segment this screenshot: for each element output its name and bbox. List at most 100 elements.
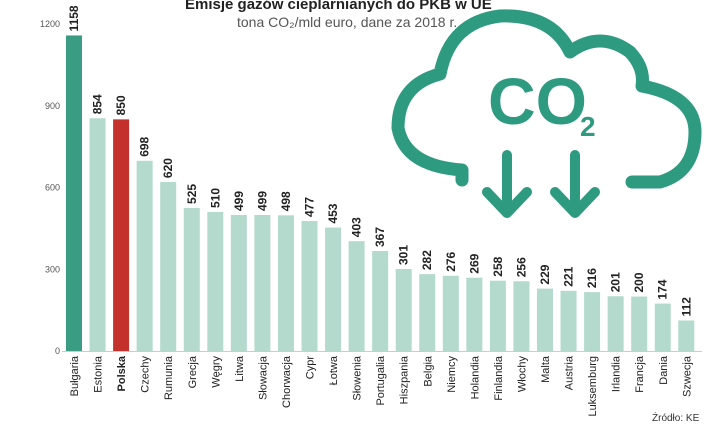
x-tick-label: Finlandia (493, 355, 505, 401)
bar-luksemburg (584, 292, 601, 351)
co2-label: CO (488, 64, 587, 138)
value-label: 453 (326, 203, 340, 223)
chart-subtitle: tona CO₂/mld euro, dane za 2018 r. (237, 14, 458, 30)
value-label: 174 (656, 279, 670, 299)
x-tick-label: Łotwa (328, 355, 340, 385)
bar-malta (537, 288, 553, 351)
x-tick-label: Holandia (469, 355, 481, 399)
chart-title: Emisje gazów cieplarnianych do PKB w UE (185, 0, 492, 13)
x-tick-label: Rumunia (163, 355, 175, 400)
value-label: 256 (514, 257, 528, 277)
co2-subscript: 2 (580, 111, 596, 142)
bar-belgia (419, 274, 436, 351)
x-tick-label: Hiszpania (399, 355, 411, 404)
x-tick-label: Słowacja (257, 355, 269, 400)
value-label: 499 (255, 191, 269, 211)
value-label: 201 (609, 272, 623, 292)
bar-słowenia (348, 241, 365, 351)
value-label: 477 (303, 197, 317, 217)
value-label: 403 (350, 217, 364, 237)
x-tick-label: Słowenia (352, 355, 364, 401)
bar-węgry (207, 212, 224, 351)
co2-cloud-icon: CO 2 (391, 9, 702, 218)
x-tick-label: Cypr (305, 356, 317, 380)
x-tick-label: Dania (658, 355, 670, 385)
source-note: Źródło: KE (652, 413, 700, 424)
value-label: 221 (562, 266, 576, 286)
value-label: 620 (161, 158, 175, 178)
value-label: 229 (538, 264, 552, 284)
x-tick-label: Bułgaria (69, 355, 81, 396)
x-tick-labels: Bułgaria Estonia Polska Czechy Rumunia Grecja… (69, 355, 693, 416)
x-tick-label: Luksemburg (587, 356, 599, 417)
value-label: 258 (491, 256, 505, 276)
cloud-outline (391, 9, 702, 189)
x-tick-label: Estonia (93, 355, 105, 393)
bar-grecja (183, 207, 200, 351)
value-label: 282 (420, 250, 434, 270)
x-tick-label: Włochy (516, 356, 528, 393)
bar-łotwa (325, 227, 342, 351)
bar-niemcy (442, 275, 459, 351)
y-axis: 0 300 600 900 1200 (40, 19, 702, 356)
value-labels: 1158 854 850 698 620 525 510 499 499 498 477 453 403… (67, 5, 693, 316)
x-tick-label: Litwa (234, 355, 246, 382)
bar-irlandia (607, 296, 624, 351)
value-label: 269 (467, 253, 481, 273)
bars (66, 35, 695, 351)
bar-rumunia (160, 182, 177, 351)
y-tick-label: 600 (45, 183, 60, 193)
y-tick-label: 0 (55, 346, 60, 356)
value-label: 276 (444, 251, 458, 271)
value-label: 1158 (67, 5, 81, 31)
x-tick-label: Chorwacja (281, 355, 293, 408)
value-label: 854 (91, 94, 105, 114)
bar-francja (631, 296, 648, 351)
down-arrow-icon (550, 150, 600, 218)
bar-bułgaria (66, 35, 82, 351)
bar-holandia (466, 277, 483, 351)
value-label: 499 (232, 191, 246, 211)
x-tick-label: Francja (634, 355, 646, 393)
value-label: 850 (114, 95, 128, 115)
x-tick-label: Niemcy (446, 356, 458, 393)
y-tick-label: 1200 (40, 19, 60, 29)
bar-chorwacja (277, 215, 294, 351)
x-tick-label: Polska (116, 355, 128, 391)
bar-cypr (301, 221, 318, 351)
x-tick-label: Szwecja (681, 355, 693, 397)
bar-polska (113, 119, 130, 351)
x-tick-label: Irlandia (611, 355, 623, 392)
x-tick-label: Malta (540, 355, 552, 383)
value-label: 525 (185, 184, 199, 204)
value-label: 301 (397, 245, 411, 265)
x-tick-label: Belgia (422, 355, 434, 386)
x-tick-label: Portugalia (375, 355, 387, 405)
bar-litwa (230, 215, 247, 351)
bar-hiszpania (395, 268, 412, 351)
x-tick-label: Grecja (187, 355, 199, 388)
value-label: 367 (373, 227, 387, 247)
bar-portugalia (372, 250, 389, 351)
value-label: 498 (279, 191, 293, 211)
bar-szwecja (678, 320, 695, 351)
value-label: 510 (208, 188, 222, 208)
y-tick-label: 300 (45, 264, 60, 274)
value-label: 216 (585, 268, 599, 288)
y-tick-label: 900 (45, 101, 60, 111)
value-label: 112 (679, 297, 693, 317)
bar-estonia (89, 118, 106, 351)
bar-słowacja (254, 215, 271, 351)
down-arrow-icon (482, 150, 532, 218)
bar-dania (654, 303, 671, 351)
value-label: 698 (138, 136, 152, 156)
bar-włochy (513, 281, 530, 351)
x-tick-label: Węgry (210, 356, 222, 388)
x-tick-label: Czechy (140, 356, 152, 393)
bar-austria (560, 290, 577, 351)
value-label: 200 (632, 272, 646, 292)
bar-finlandia (489, 280, 506, 351)
x-tick-label: Austria (564, 355, 576, 390)
bar-czechy (136, 160, 153, 351)
